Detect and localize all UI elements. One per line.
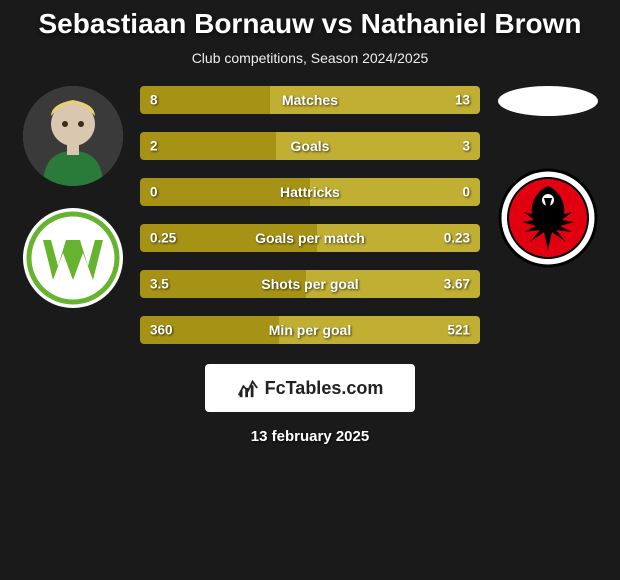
eintracht-logo-icon [498,168,598,268]
left-player-photo [23,86,123,186]
left-club-logo [23,208,123,308]
stat-value-left: 3.5 [150,277,169,292]
stat-row: 0 0 Hattricks [140,178,480,206]
stat-bar-left [140,86,270,114]
stat-value-right: 0 [462,185,470,200]
stat-value-right: 521 [447,323,470,338]
stat-label: Hattricks [280,184,340,200]
stat-row: 8 13 Matches [140,86,480,114]
footer-brand-text: FcTables.com [265,378,384,399]
stat-label: Goals [291,138,330,154]
stat-bar-left [140,132,276,160]
stat-row: 2 3 Goals [140,132,480,160]
stat-label: Min per goal [269,322,351,338]
stat-label: Goals per match [255,230,365,246]
right-player-photo [498,86,598,116]
stat-label: Matches [282,92,338,108]
comparison-date: 13 february 2025 [0,428,620,445]
stat-row: 360 521 Min per goal [140,316,480,344]
stat-value-right: 0.23 [444,231,470,246]
left-player-avatar-icon [23,86,123,186]
stat-value-left: 0 [150,185,158,200]
wolfsburg-logo-icon [23,208,123,308]
stat-value-left: 360 [150,323,173,338]
footer-brand[interactable]: FcTables.com [205,364,415,412]
right-side [490,86,605,268]
fctables-chart-icon [237,377,259,399]
stat-label: Shots per goal [261,276,358,292]
stat-value-right: 3.67 [444,277,470,292]
stat-value-right: 3 [462,139,470,154]
stat-value-left: 2 [150,139,158,154]
left-side [15,86,130,308]
comparison-content: 8 13 Matches 2 3 Goals 0 0 Hattricks 0.25 0.23 Goal… [0,86,620,344]
stat-row: 3.5 3.67 Shots per goal [140,270,480,298]
subtitle: Club competitions, Season 2024/2025 [0,50,620,66]
stat-value-left: 0.25 [150,231,176,246]
stat-value-left: 8 [150,93,158,108]
stat-value-right: 13 [455,93,470,108]
page-title: Sebastiaan Bornauw vs Nathaniel Brown [0,0,620,40]
stats-bars: 8 13 Matches 2 3 Goals 0 0 Hattricks 0.25 0.23 Goal… [140,86,480,344]
stat-row: 0.25 0.23 Goals per match [140,224,480,252]
right-club-logo [498,168,598,268]
